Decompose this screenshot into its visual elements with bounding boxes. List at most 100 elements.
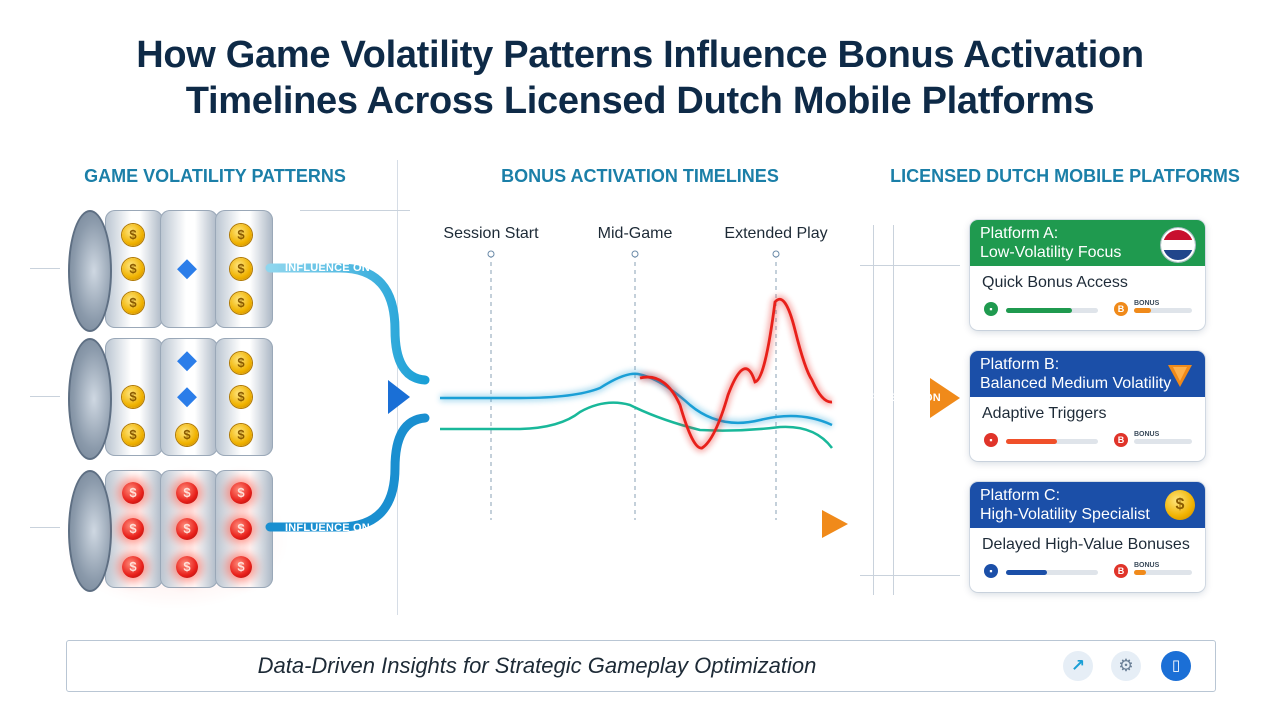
lock-icon: ▪: [984, 564, 998, 578]
progress-fill: [1006, 439, 1057, 444]
guide-tick: [30, 396, 60, 397]
activation-curves: [440, 295, 834, 452]
column-header-timelines: BONUS ACTIVATION TIMELINES: [501, 166, 779, 186]
bonus-label: BONUS: [1134, 431, 1160, 438]
red-coin-icon: $: [122, 556, 144, 578]
gold-coin-icon: $: [230, 424, 252, 446]
connector-low: [265, 263, 430, 385]
footer-banner: Data-Driven Insights for Strategic Gamep…: [66, 640, 1216, 692]
guide-line: [860, 575, 960, 576]
guide-vline: [873, 225, 874, 595]
platform-feature: Adaptive Triggers: [982, 405, 1107, 422]
phase-label-session-start: Session Start: [443, 225, 539, 242]
progress-bar: [1006, 439, 1098, 444]
page-title: How Game Volatility Patterns Influence B…: [0, 32, 1280, 124]
guide-line: [300, 210, 410, 211]
high-volatility-reels: $ $ $ $ $ $ $ $ $: [68, 470, 273, 592]
diamond-icon: ◆: [177, 344, 197, 374]
title-line-1: How Game Volatility Patterns Influence B…: [136, 34, 1144, 76]
bonus-fill: [1134, 570, 1146, 575]
chart-trend-icon[interactable]: ↗: [1063, 651, 1093, 681]
progress-fill: [1006, 308, 1073, 313]
column-header-volatility: GAME VOLATILITY PATTERNS: [84, 166, 346, 186]
gold-coin-icon: $: [230, 352, 252, 374]
lock-icon: ▪: [984, 433, 998, 447]
platform-focus: Low-Volatility Focus: [980, 244, 1122, 261]
reel-cap-icon: [68, 210, 112, 332]
influence-label-low: INFLUENCE ON: [285, 262, 370, 274]
platform-card-b[interactable]: Platform B: Balanced Medium Volatility A…: [970, 351, 1205, 461]
progress-bar: [1006, 570, 1098, 575]
lock-icon: ▪: [984, 302, 998, 316]
low-volatility-reels: $ $ $ ◆ $ $ $: [68, 210, 273, 332]
phase-marker-lines: [487, 250, 780, 520]
platform-feature: Quick Bonus Access: [982, 274, 1128, 291]
diamond-icon: ◆: [177, 252, 197, 282]
title-line-2: Timelines Across Licensed Dutch Mobile P…: [185, 80, 1095, 122]
medium-volatility-reels: $ $ ◆ ◆ $ $ $ $: [68, 338, 273, 460]
mobile-icon[interactable]: ▯: [1161, 651, 1191, 681]
bonus-icon: B: [1114, 564, 1128, 578]
column-header-platforms: LICENSED DUTCH MOBILE PLATFORMS: [890, 166, 1240, 186]
arrow-head-output: [930, 378, 960, 418]
red-coin-icon: $: [230, 518, 252, 540]
red-coin-icon: $: [122, 518, 144, 540]
red-coin-icon: $: [176, 518, 198, 540]
gold-coin-icon: $: [176, 424, 198, 446]
progression-arrow-head: [822, 510, 848, 538]
red-coin-icon: $: [122, 482, 144, 504]
footer-text: Data-Driven Insights for Strategic Gamep…: [257, 653, 817, 678]
gold-coin-icon: $: [122, 224, 144, 246]
red-coin-icon: $: [230, 556, 252, 578]
gold-coin-icon: $: [122, 258, 144, 280]
reel-cap-icon: [68, 470, 112, 592]
red-coin-icon: $: [176, 482, 198, 504]
platform-feature: Delayed High-Value Bonuses: [982, 536, 1190, 553]
gold-coin-icon: $: [230, 258, 252, 280]
phase-label-mid-game: Mid-Game: [597, 225, 673, 242]
arrow-head-medium: [388, 380, 410, 414]
gold-coin-icon: $: [230, 292, 252, 314]
diamond-icon: ◆: [177, 380, 197, 410]
platform-card-header: Platform B: Balanced Medium Volatility: [970, 351, 1205, 397]
gear-icon[interactable]: ⚙: [1111, 651, 1141, 681]
bonus-label: BONUS: [1134, 562, 1160, 569]
platform-name: Platform A:: [980, 225, 1059, 242]
red-coin-icon: $: [176, 556, 198, 578]
bonus-icon: B: [1114, 433, 1128, 447]
gold-coin-icon: $: [122, 292, 144, 314]
bonus-bar: [1134, 570, 1192, 575]
platform-card-a[interactable]: Platform A: Low-Volatility Focus Quick B…: [970, 220, 1205, 330]
gold-coin-icon: $: [122, 386, 144, 408]
gold-coin-icon: $: [122, 424, 144, 446]
influence-label-output: INFLUENCE ON: [856, 392, 941, 404]
reel-cap-icon: [68, 338, 112, 460]
bonus-label: BONUS: [1134, 300, 1160, 307]
bonus-icon: B: [1114, 302, 1128, 316]
platform-card-c[interactable]: Platform C: High-Volatility Specialist $…: [970, 482, 1205, 592]
platform-name: Platform C:: [980, 487, 1061, 504]
guide-line: [860, 265, 960, 266]
progress-fill: [1006, 570, 1048, 575]
guide-vline: [893, 225, 894, 595]
influence-label-medium: INFLUENCE ON: [292, 391, 377, 403]
coin-icon: $: [1165, 490, 1195, 520]
shield-icon: [1165, 359, 1195, 389]
phase-label-extended-play: Extended Play: [724, 225, 828, 242]
progress-bar: [1006, 308, 1098, 313]
netherlands-flag-icon: [1161, 228, 1195, 262]
connector-high: [265, 413, 430, 532]
red-coin-icon: $: [230, 482, 252, 504]
bonus-fill: [1134, 308, 1152, 313]
platform-focus: Balanced Medium Volatility: [980, 375, 1172, 392]
influence-label-high: INFLUENCE ON: [285, 522, 370, 534]
guide-tick: [30, 527, 60, 528]
gold-coin-icon: $: [230, 224, 252, 246]
gold-coin-icon: $: [230, 386, 252, 408]
bonus-bar: [1134, 308, 1192, 313]
platform-focus: High-Volatility Specialist: [980, 506, 1150, 523]
platform-name: Platform B:: [980, 356, 1060, 373]
guide-tick: [30, 268, 60, 269]
bonus-bar: [1134, 439, 1192, 444]
